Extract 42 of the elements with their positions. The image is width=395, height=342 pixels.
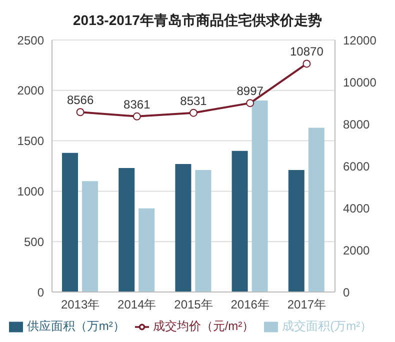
data-label: 8361 [124, 97, 151, 112]
point [190, 108, 198, 117]
chart-title: 2013-2017年青岛市商品住宅供求价走势 [72, 11, 323, 30]
bar [195, 170, 212, 292]
x-tick-label: 2017年 [287, 298, 326, 312]
data-label: 8566 [66, 93, 94, 108]
x-tick-label: 2016年 [230, 298, 270, 312]
legend-label: 成交面积(万m²） [282, 319, 372, 333]
y2-tick-label: 10000 [343, 75, 377, 90]
y2-tick-label: 4000 [343, 201, 370, 216]
point [302, 60, 311, 68]
legend-label: 成交均价（元/m²） [152, 319, 254, 333]
y2-tick-label: 8000 [343, 117, 370, 132]
bar [138, 208, 155, 292]
y2-tick-label: 12000 [343, 33, 377, 48]
point [132, 112, 141, 120]
bar [175, 164, 192, 292]
bar [82, 181, 98, 292]
x-tick-label: 2015年 [174, 298, 213, 312]
y-tick-label: 2000 [17, 84, 44, 98]
x-tick-label: 2014年 [118, 298, 156, 312]
y-tick-label: 0 [37, 285, 44, 300]
bar [62, 152, 78, 292]
bar [232, 150, 248, 292]
y-tick-label: 1000 [17, 184, 44, 198]
x-tick-label: 2013年 [60, 298, 100, 312]
point [246, 99, 254, 108]
data-label: 8997 [236, 84, 264, 98]
data-label: 8531 [180, 94, 208, 108]
y-tick-label: 500 [24, 234, 44, 249]
y2-tick-label: 2000 [343, 243, 370, 258]
bar [252, 100, 268, 292]
point [76, 108, 84, 116]
bar [308, 128, 324, 292]
legend-label: 供应面积（万m²） [26, 319, 125, 333]
y-tick-label: 2500 [17, 33, 44, 48]
data-label: 10870 [290, 44, 324, 59]
y2-tick-label: 6000 [343, 159, 370, 174]
bar [288, 170, 304, 292]
bar [118, 168, 135, 292]
y-tick-label: 1500 [17, 134, 44, 148]
y2-tick-label: 0 [343, 285, 350, 300]
